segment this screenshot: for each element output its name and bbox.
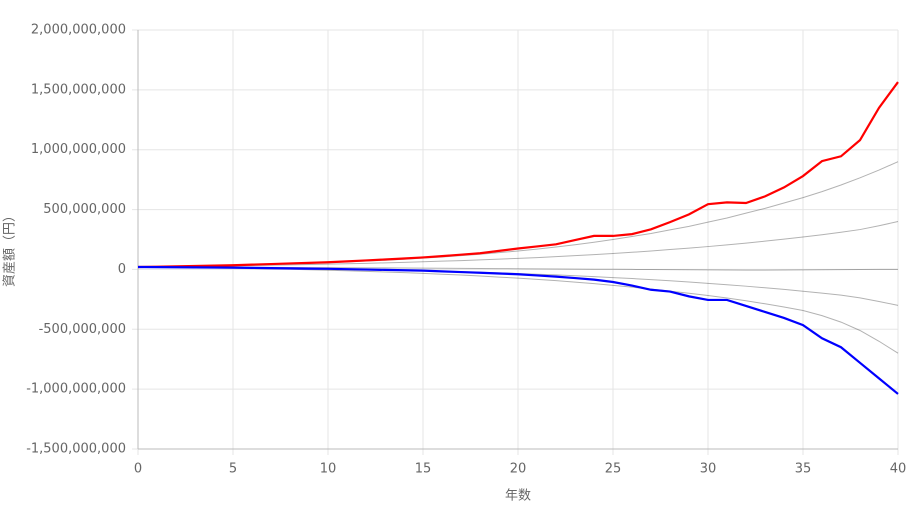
x-tick-label: 25 (605, 462, 622, 477)
series-line (137, 265, 899, 395)
y-tick-label: -1,500,000,000 (26, 442, 126, 457)
x-tick-label: 10 (320, 462, 337, 477)
y-tick-label: -500,000,000 (39, 322, 126, 337)
x-axis-label: 年数 (505, 489, 531, 504)
y-tick-label: 1,500,000,000 (31, 82, 126, 97)
x-tick-label: 20 (510, 462, 527, 477)
y-tick-label: -1,000,000,000 (26, 382, 126, 397)
y-tick-label: 2,000,000,000 (31, 23, 126, 38)
x-tick-label: 35 (795, 462, 812, 477)
y-tick-label: 500,000,000 (43, 202, 126, 217)
y-tick-label: 0 (118, 262, 126, 277)
x-tick-label: 15 (415, 462, 432, 477)
series-line (137, 81, 899, 269)
x-tick-label: 30 (700, 462, 717, 477)
y-axis-label: 資産額（円） (2, 209, 18, 287)
x-tick-label: 5 (229, 462, 237, 477)
x-tick-label: 0 (134, 462, 142, 477)
x-tick-label: 40 (890, 462, 907, 477)
series-line (137, 221, 899, 268)
y-tick-label: 1,000,000,000 (31, 142, 126, 157)
